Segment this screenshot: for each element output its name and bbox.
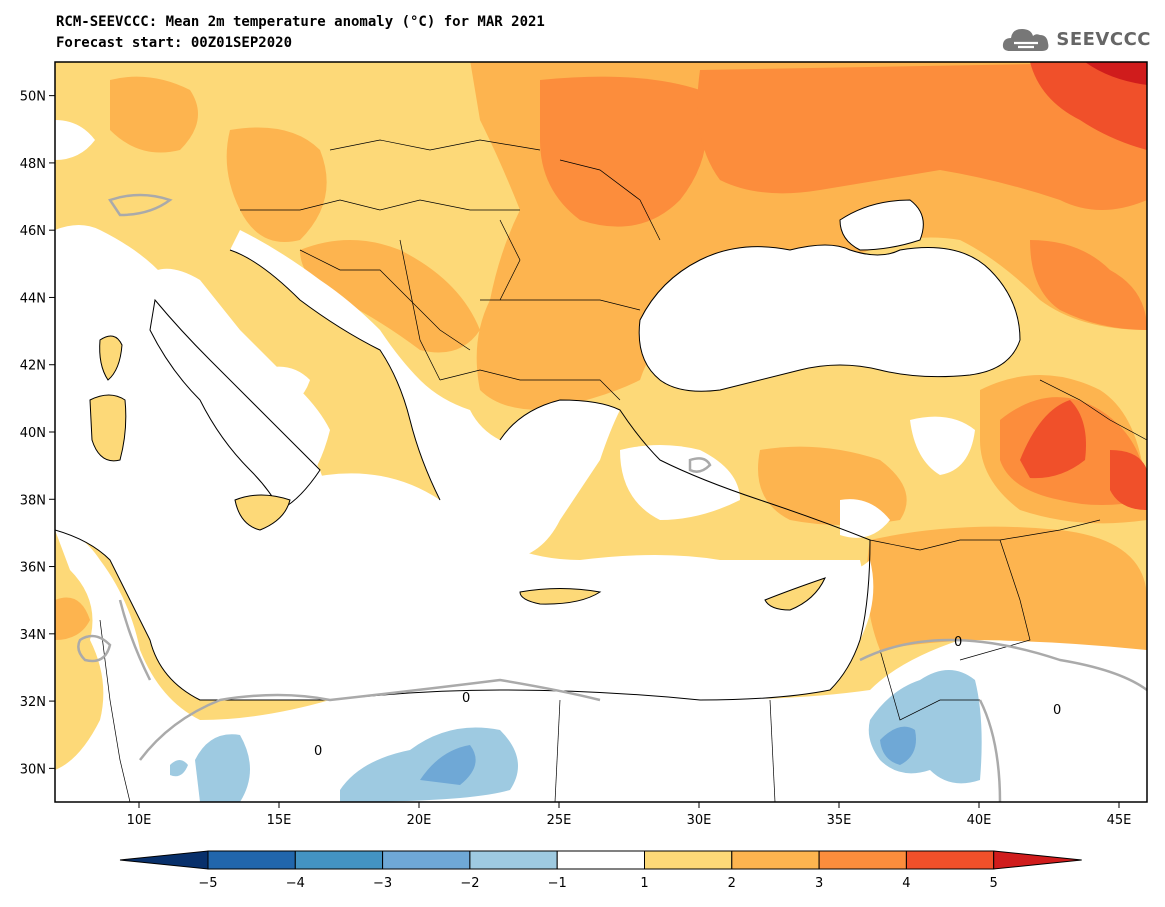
contour-label-west: 0: [314, 744, 322, 759]
lon-tick-label: 20E: [407, 813, 432, 828]
colorbar-segment: [818, 850, 907, 870]
anomaly-3-4-romania: [540, 76, 707, 227]
lon-tick-label: 15E: [267, 813, 292, 828]
lat-tick-label: 40N: [20, 426, 46, 441]
lat-tick-label: 34N: [20, 628, 46, 643]
contour-label-arabia: 0: [1053, 703, 1061, 718]
italy-outline: [149, 298, 321, 511]
anomaly-neg1-neg2-libya: [340, 727, 518, 802]
map-title: RCM-SEEVCCC: Mean 2m temperature anomaly…: [56, 14, 545, 30]
anomaly-neg2-neg3-libya: [420, 745, 476, 785]
anomaly-2-3-africa-west: [55, 597, 90, 640]
colorbar: −5 −4 −3 −2 −1 1 2 3 4 5: [119, 850, 1082, 891]
colorbar-tick-label: 5: [990, 876, 998, 891]
colorbar-tick-label: 1: [640, 876, 648, 891]
lon-tick-label: 45E: [1107, 813, 1132, 828]
anomaly-2-3-levant: [866, 526, 1147, 660]
lat-tick-label: 48N: [20, 157, 46, 172]
country-borders: [99, 139, 1147, 802]
anomaly-3-4-ukraine: [697, 62, 1147, 210]
sardinia-outline: [89, 394, 127, 462]
neutral-patch-levant: [840, 499, 890, 538]
colorbar-tick-label: 2: [728, 876, 736, 891]
colorbar-tick-label: −5: [198, 876, 217, 891]
corsica-outline: [99, 335, 123, 381]
colorbar-segment: [207, 850, 296, 870]
colorbar-segment: [382, 850, 471, 870]
cyprus-outline: [764, 577, 826, 611]
contour-label-levant: 0: [954, 635, 962, 650]
seevccc-logo: SEEVCCC: [1000, 22, 1151, 56]
colorbar-segment: [469, 850, 558, 870]
lat-tick-label: 30N: [20, 762, 46, 777]
colorbar-tick-label: −4: [286, 876, 305, 891]
neutral-patch-west: [55, 120, 95, 160]
colorbar-min-arrow: [119, 850, 209, 870]
anomaly-2-3-west: [110, 76, 198, 153]
longitude-axis: 10E 15E 20E 25E 30E 35E 40E 45E: [127, 802, 1132, 828]
lat-tick-label: 50N: [20, 90, 46, 105]
zero-contour-lines: [77, 193, 1147, 802]
colorbar-tick-label: −2: [460, 876, 479, 891]
lon-tick-label: 30E: [687, 813, 712, 828]
central-mediterranean: [140, 473, 864, 700]
neutral-patch-anatolia-east: [910, 416, 975, 475]
colorbar-tick-label: −1: [548, 876, 567, 891]
cloud-icon: [1003, 29, 1049, 51]
anomaly-4-5-northeast: [1030, 62, 1147, 150]
anomaly-neg1-neg2-small: [170, 760, 188, 777]
anomaly-2-3-balkans: [300, 240, 480, 353]
black-sea: [639, 245, 1020, 392]
anomaly-5-plus-north: [1085, 62, 1147, 85]
anomaly-4-5-armenia: [1110, 450, 1147, 510]
lat-tick-label: 38N: [20, 493, 46, 508]
colorbar-tick-label: 4: [902, 876, 910, 891]
contour-label-africa: 0: [462, 691, 470, 706]
colorbar-segment: [644, 850, 733, 870]
colorbar-max-arrow: [993, 850, 1082, 870]
anomaly-neg1-neg2-west: [195, 734, 250, 802]
lat-tick-label: 44N: [20, 291, 46, 306]
tyrrhenian-sea: [130, 307, 294, 485]
latitude-axis: 50N 48N 46N 44N 42N 40N 38N 36N 34N 32N 30N: [20, 90, 55, 777]
forecast-start-subtitle: Forecast start: 00Z01SEP2020: [56, 35, 293, 51]
anomaly-3-4-russia: [1030, 240, 1147, 330]
crete-outline: [519, 588, 602, 605]
colorbar-tick-label: 3: [815, 876, 823, 891]
lon-tick-label: 35E: [827, 813, 852, 828]
sea-of-azov: [840, 200, 924, 250]
map-area: 0 0 0 0: [55, 62, 1147, 802]
lat-tick-label: 32N: [20, 695, 46, 710]
colorbar-segment: [556, 850, 646, 870]
colorbar-segment: [905, 850, 995, 870]
lon-tick-label: 25E: [547, 813, 572, 828]
colorbar-tick-label: −3: [373, 876, 392, 891]
adriatic-aegean-sea: [230, 230, 620, 560]
colorbar-segment: [294, 850, 384, 870]
lon-tick-label: 10E: [127, 813, 152, 828]
colorbar-segment: [731, 850, 820, 870]
coastline: [55, 199, 1021, 701]
lat-tick-label: 46N: [20, 224, 46, 239]
lat-tick-label: 42N: [20, 359, 46, 374]
anomaly-2-3-alps: [226, 127, 327, 242]
logo-text: SEEVCCC: [1056, 28, 1151, 50]
lat-tick-label: 36N: [20, 561, 46, 576]
lon-tick-label: 40E: [967, 813, 992, 828]
sicily-outline: [234, 494, 291, 531]
anomaly-neg2-neg3-arabia: [880, 726, 916, 765]
anomaly-4-5-caucasus: [1020, 400, 1086, 479]
